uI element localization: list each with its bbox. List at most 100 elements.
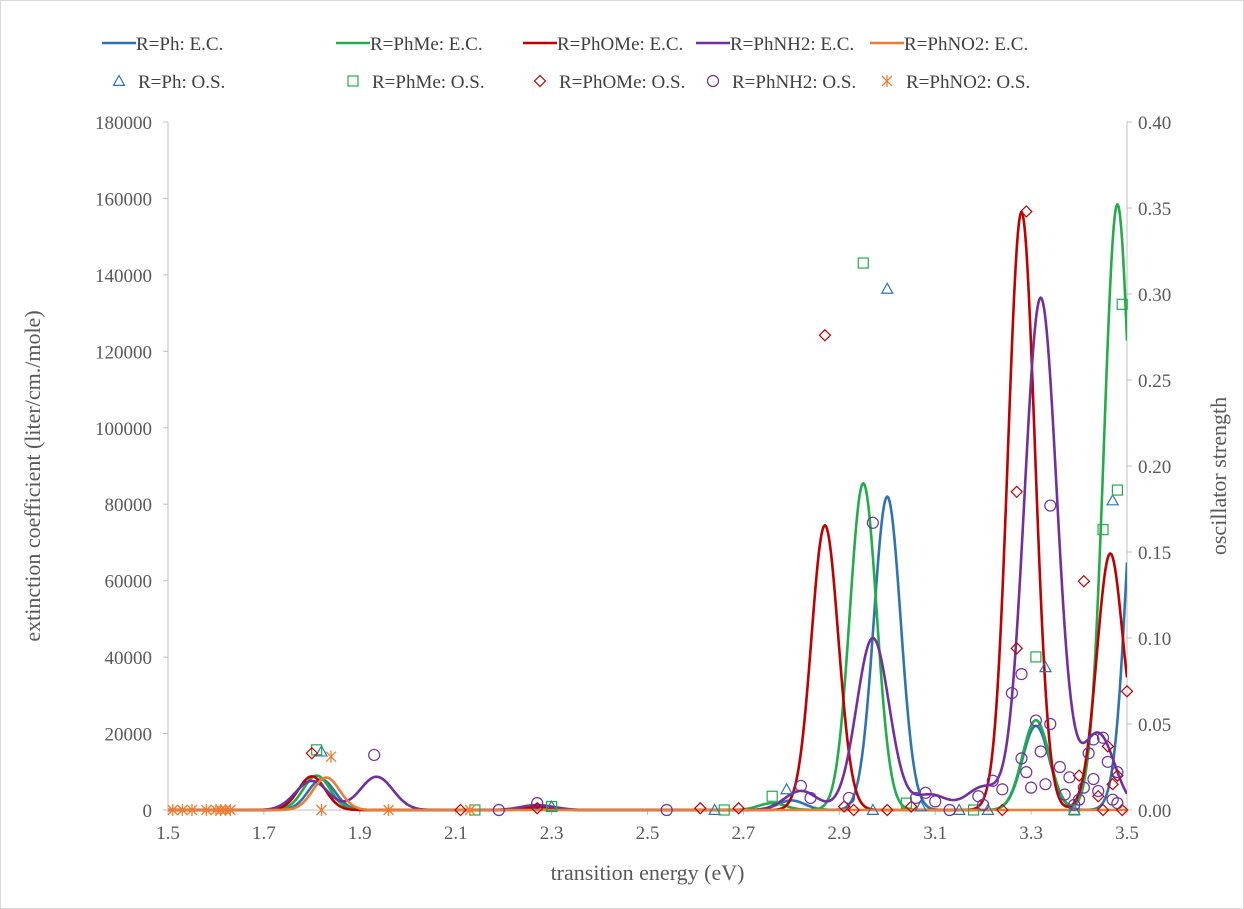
y-tick-label: 180000: [95, 113, 152, 134]
data-point-phno2_os: [186, 804, 198, 816]
legend-swatch: [881, 75, 893, 87]
data-point-phno2_os: [200, 804, 212, 816]
legend-label: R=PhMe: O.S.: [372, 72, 485, 93]
x-tick-label: 3.3: [1019, 823, 1043, 844]
y2-tick-label: 0.05: [1138, 715, 1171, 736]
y2-axis-title: oscillator strength: [1206, 397, 1231, 555]
data-point-phome_os: [693, 801, 707, 815]
data-point-phome_os: [1120, 684, 1134, 698]
legend-item-phome_ec: R=PhOMe: E.C.: [523, 34, 683, 55]
data-point-phnh2_os: [660, 803, 673, 817]
data-point-phnh2_os: [1111, 766, 1124, 779]
x-tick-label: 1.7: [252, 823, 276, 844]
y2-tick-label: 0.15: [1138, 543, 1171, 564]
y2-tick-label: 0.00: [1138, 801, 1171, 822]
data-point-phnh2_os: [1096, 731, 1110, 744]
data-point-phnh2_os: [794, 779, 808, 793]
data-point-ph_os: [780, 782, 794, 795]
x-axis-title: transition energy (eV): [551, 860, 745, 885]
data-point-phnh2_os: [1053, 760, 1066, 774]
data-point-phno2_os: [383, 804, 395, 816]
legend-item-phnh2_os: R=PhNH2: O.S.: [706, 72, 856, 93]
y-tick-label: 140000: [95, 266, 152, 287]
data-point-phnh2_os: [368, 748, 381, 762]
legend-swatch: [706, 74, 720, 88]
data-point-phome_os: [1111, 769, 1124, 782]
data-point-phme_os: [545, 800, 558, 813]
x-tick-label: 1.5: [156, 823, 180, 844]
data-point-phnh2_os: [1092, 784, 1105, 798]
legend-label: R=PhOMe: O.S.: [559, 72, 685, 93]
data-point-phnh2_os: [1077, 781, 1090, 794]
series-line-phme_ec: [168, 202, 1127, 812]
series-line-phnh2_ec: [168, 296, 1127, 812]
data-point-phno2_os: [167, 804, 179, 816]
data-point-phme_os: [1116, 298, 1128, 310]
data-point-phnh2_os: [1015, 752, 1028, 765]
legend-label: R=PhNH2: E.C.: [730, 34, 854, 55]
data-point-ph_os: [866, 803, 880, 816]
data-point-phnh2_os: [1005, 686, 1019, 700]
data-point-phnh2_os: [996, 783, 1009, 796]
y2-tick-label: 0.30: [1138, 285, 1171, 306]
data-point-phnh2_os: [866, 516, 879, 529]
legend-item-phno2_ec: R=PhNO2: E.C.: [870, 34, 1028, 55]
legend-label: R=PhNO2: E.C.: [904, 34, 1028, 55]
data-point-phnh2_os: [1058, 788, 1071, 801]
legend-swatch: [347, 75, 359, 87]
legend-item-phno2_os: R=PhNO2: O.S.: [881, 72, 1030, 93]
data-point-ph_os: [952, 803, 966, 816]
data-point-ph_os: [314, 744, 328, 757]
data-point-phnh2_os: [1039, 778, 1052, 791]
x-tick-label: 1.9: [348, 823, 372, 844]
y-tick-label: 100000: [95, 419, 152, 440]
data-point-phme_os: [1068, 804, 1080, 816]
data-point-phme_os: [1030, 651, 1042, 663]
axes: 1.5 1.7 1.9 2.1 2.3 2.5 2.7 2.9 3.1 3.3 3.5 0 20000 4…: [95, 113, 1171, 844]
series-points-phnh2_os: [368, 499, 1124, 817]
x-tick-label: 3.1: [923, 823, 947, 844]
legend-item-phme_ec: R=PhMe: E.C.: [336, 34, 483, 55]
data-point-ph_os: [1038, 660, 1053, 673]
data-point-phnh2_os: [1082, 747, 1095, 760]
y-tick-label: 120000: [95, 342, 152, 363]
data-point-phnh2_os: [1044, 499, 1057, 512]
data-point-phno2_os: [464, 804, 476, 816]
data-point-phome_os: [995, 803, 1009, 817]
x-tick-label: 2.1: [444, 823, 468, 844]
x-tick-label: 3.5: [1115, 823, 1139, 844]
data-point-phnh2_os: [1087, 772, 1100, 786]
y-tick-label: 160000: [95, 189, 152, 210]
data-point-ph_os: [880, 282, 894, 294]
data-point-phnh2_os: [531, 797, 544, 810]
data-point-phnh2_os: [1087, 733, 1100, 746]
y2-tick-label: 0.20: [1138, 457, 1171, 478]
data-point-phome_os: [847, 803, 861, 817]
legend-item-phome_os: R=PhOMe: O.S.: [533, 72, 685, 93]
legend-item-phnh2_ec: R=PhNH2: E.C.: [696, 34, 854, 55]
data-point-phno2_os: [176, 804, 188, 816]
data-point-phme_os: [1111, 484, 1124, 496]
data-point-phnh2_os: [977, 798, 990, 811]
data-point-phnh2_os: [492, 803, 505, 817]
data-point-phome_os: [904, 800, 918, 813]
data-point-ph_os: [708, 803, 722, 816]
y2-tick-label: 0.25: [1138, 371, 1171, 392]
data-point-phome_os: [1101, 740, 1115, 753]
data-point-phnh2_os: [972, 790, 985, 803]
y-tick-label: 40000: [105, 648, 153, 669]
legend-item-phme_os: R=PhMe: O.S.: [347, 72, 485, 93]
data-point-phno2_os: [224, 804, 236, 816]
data-point-phome_os: [1106, 777, 1119, 791]
data-point-phnh2_os: [1034, 745, 1047, 758]
legend-label: R=Ph: E.C.: [136, 34, 223, 55]
legend-label: R=Ph: O.S.: [138, 72, 225, 93]
data-point-phnh2_os: [929, 795, 942, 808]
data-point-phome_os: [1019, 205, 1033, 218]
data-point-phnh2_os: [1111, 797, 1124, 810]
legend-label: R=PhOMe: E.C.: [557, 34, 683, 55]
legend-label: R=PhNH2: O.S.: [732, 72, 856, 93]
data-point-phnh2_os: [1015, 668, 1028, 681]
data-point-phome_os: [732, 801, 745, 815]
